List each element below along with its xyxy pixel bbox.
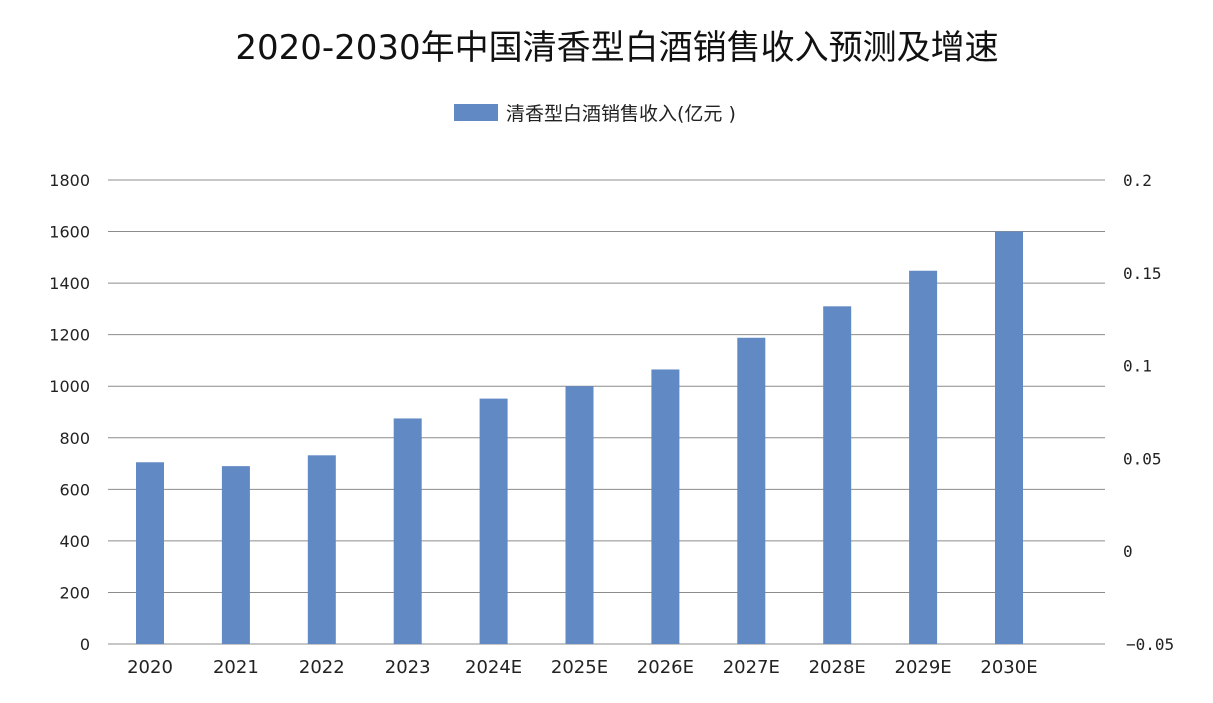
x-axis: 2020 2021 2022 2023 2024E 2025E 2026E 2027E 2028…	[127, 657, 1038, 678]
x-tick-label: 2030E	[980, 657, 1037, 678]
y2-tick-label: 0	[1123, 542, 1133, 561]
bar	[136, 462, 164, 644]
y2-tick-label: 0.2	[1123, 171, 1152, 190]
chart-title: 2020-2030年中国清香型白酒销售收入预测及增速	[235, 28, 998, 68]
x-tick-label: 2020	[127, 657, 173, 678]
bars	[136, 231, 1023, 645]
y-tick-label: 400	[59, 532, 90, 551]
bar	[823, 306, 852, 644]
x-tick-label: 2024E	[465, 657, 522, 678]
y-tick-label: 1600	[49, 223, 90, 242]
y-tick-label: 1800	[49, 171, 90, 190]
y-tick-label: 1400	[49, 274, 90, 293]
bar	[651, 369, 680, 644]
legend: 清香型白酒销售收入(亿元 )	[454, 103, 736, 125]
y-axis-left: 0 200 400 600 800 1000 1200 1400 1600 1800	[49, 171, 90, 654]
bar	[307, 455, 336, 644]
x-tick-label: 2023	[385, 657, 431, 678]
gridlines	[108, 179, 1105, 645]
y-tick-label: 200	[59, 583, 90, 602]
y-tick-label: 600	[59, 480, 90, 499]
bar	[393, 418, 422, 644]
x-tick-label: 2028E	[809, 657, 866, 678]
y-tick-label: 0	[80, 635, 90, 654]
x-tick-label: 2026E	[637, 657, 694, 678]
x-tick-label: 2022	[299, 657, 345, 678]
y2-tick-label: 0.05	[1123, 449, 1162, 468]
y-axis-right: −0.05 0 0.05 0.1 0.15 0.2	[1123, 171, 1174, 654]
legend-swatch	[454, 104, 498, 121]
bar	[737, 337, 766, 644]
bar	[221, 466, 250, 644]
y-tick-label: 800	[59, 429, 90, 448]
bar	[565, 386, 594, 644]
y2-tick-label: 0.15	[1123, 264, 1162, 283]
legend-label: 清香型白酒销售收入(亿元 )	[506, 103, 736, 125]
y-tick-label: 1000	[49, 377, 90, 396]
x-tick-label: 2025E	[551, 657, 608, 678]
bar	[479, 398, 508, 644]
x-tick-label: 2029E	[895, 657, 952, 678]
y2-tick-label: 0.1	[1123, 357, 1152, 376]
x-tick-label: 2027E	[723, 657, 780, 678]
bar	[909, 270, 938, 644]
x-tick-label: 2021	[213, 657, 259, 678]
y2-tick-label: −0.05	[1126, 635, 1174, 654]
y-tick-label: 1200	[49, 326, 90, 345]
bar	[995, 231, 1023, 645]
